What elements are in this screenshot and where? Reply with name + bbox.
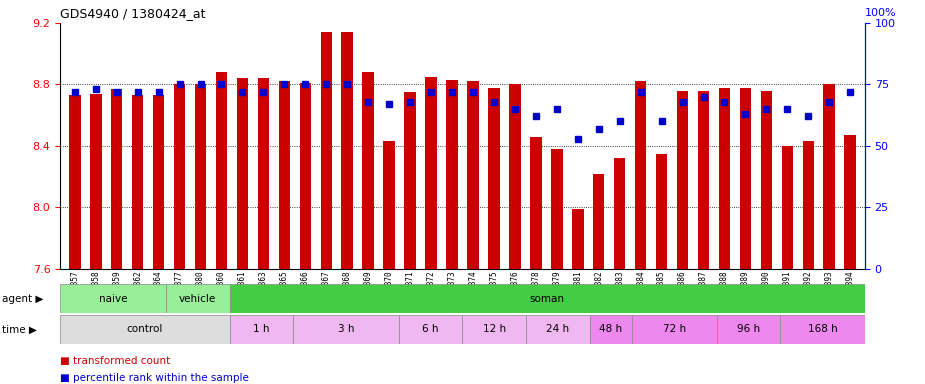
Bar [300, 83, 311, 269]
Text: 6 h: 6 h [423, 324, 439, 334]
Bar [229, 284, 865, 313]
Bar [399, 315, 462, 344]
Bar [740, 88, 751, 269]
Bar [229, 315, 293, 344]
Text: naive: naive [99, 293, 128, 304]
Bar [845, 135, 856, 269]
Bar [632, 315, 717, 344]
Bar [656, 154, 667, 269]
Bar [551, 149, 562, 269]
Text: vehicle: vehicle [179, 293, 216, 304]
Bar [383, 141, 395, 269]
Bar [526, 315, 589, 344]
Text: control: control [127, 324, 163, 334]
Bar [717, 315, 780, 344]
Text: ■ transformed count: ■ transformed count [60, 356, 170, 366]
Bar [803, 141, 814, 269]
Text: time ▶: time ▶ [2, 324, 37, 334]
Bar [462, 315, 526, 344]
Bar [782, 146, 793, 269]
Bar [111, 89, 122, 269]
Bar [677, 91, 688, 269]
Text: ■ percentile rank within the sample: ■ percentile rank within the sample [60, 373, 249, 383]
Bar [195, 84, 206, 269]
Bar [530, 137, 542, 269]
Bar [426, 77, 437, 269]
Bar [278, 81, 290, 269]
Bar [488, 88, 500, 269]
Bar [174, 84, 185, 269]
Bar [166, 284, 229, 313]
Bar [697, 91, 709, 269]
Bar [321, 32, 332, 269]
Bar [216, 72, 228, 269]
Bar [593, 174, 604, 269]
Text: 24 h: 24 h [547, 324, 570, 334]
Text: 96 h: 96 h [737, 324, 760, 334]
Bar [467, 81, 479, 269]
Text: agent ▶: agent ▶ [2, 293, 43, 304]
Text: 12 h: 12 h [483, 324, 506, 334]
Text: 1 h: 1 h [253, 324, 269, 334]
Bar [823, 84, 835, 269]
Bar [293, 315, 399, 344]
Text: 3 h: 3 h [338, 324, 354, 334]
Text: GDS4940 / 1380424_at: GDS4940 / 1380424_at [60, 7, 205, 20]
Bar [589, 315, 632, 344]
Bar [341, 32, 353, 269]
Bar [363, 72, 374, 269]
Text: 48 h: 48 h [599, 324, 623, 334]
Bar [153, 95, 165, 269]
Bar [237, 78, 248, 269]
Bar [60, 284, 166, 313]
Bar [132, 95, 143, 269]
Text: 72 h: 72 h [662, 324, 685, 334]
Bar [446, 80, 458, 269]
Bar [614, 158, 625, 269]
Bar [258, 78, 269, 269]
Bar [780, 315, 865, 344]
Bar [90, 94, 102, 269]
Text: soman: soman [530, 293, 564, 304]
Bar [69, 95, 80, 269]
Bar [719, 88, 730, 269]
Bar [509, 84, 521, 269]
Bar [760, 91, 772, 269]
Bar [572, 209, 584, 269]
Bar [404, 92, 416, 269]
Text: 100%: 100% [865, 8, 896, 18]
Bar [635, 81, 647, 269]
Text: 168 h: 168 h [808, 324, 837, 334]
Bar [60, 315, 229, 344]
